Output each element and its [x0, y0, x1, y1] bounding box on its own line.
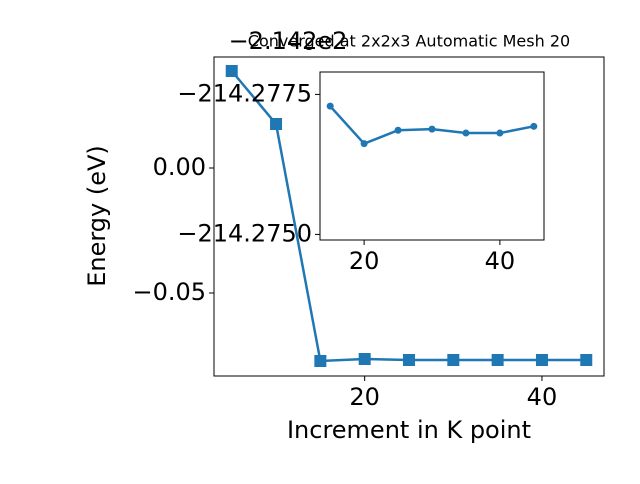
marker: [496, 129, 504, 137]
x-tick-label: 20: [349, 247, 380, 275]
marker: [225, 65, 238, 77]
marker: [360, 140, 368, 148]
y-tick-label: 0.00: [153, 153, 206, 181]
marker: [270, 118, 283, 130]
x-tick-label: 20: [349, 383, 380, 411]
marker: [535, 354, 548, 366]
x-axis-label: Increment in K point: [287, 416, 531, 444]
plot-area: [319, 71, 545, 241]
x-tick-label: 40: [527, 383, 558, 411]
marker: [314, 355, 327, 367]
offset-text: −2.142e2: [229, 27, 348, 55]
marker: [403, 354, 415, 366]
chart-title: Converged at 2x2x3 Automatic Mesh 20: [248, 32, 570, 51]
marker: [447, 354, 460, 366]
marker: [462, 129, 470, 137]
y-tick-label: −0.05: [132, 278, 206, 306]
marker: [358, 353, 371, 365]
marker: [580, 354, 593, 366]
marker: [326, 102, 334, 110]
y-tick-label: −214.2750: [177, 219, 312, 247]
marker: [491, 354, 504, 366]
y-tick-label: −214.2775: [177, 79, 312, 107]
x-tick-label: 40: [485, 247, 516, 275]
marker: [394, 126, 402, 134]
y-axis-label: Energy (eV): [83, 145, 111, 287]
marker: [530, 122, 538, 130]
marker: [428, 125, 436, 133]
